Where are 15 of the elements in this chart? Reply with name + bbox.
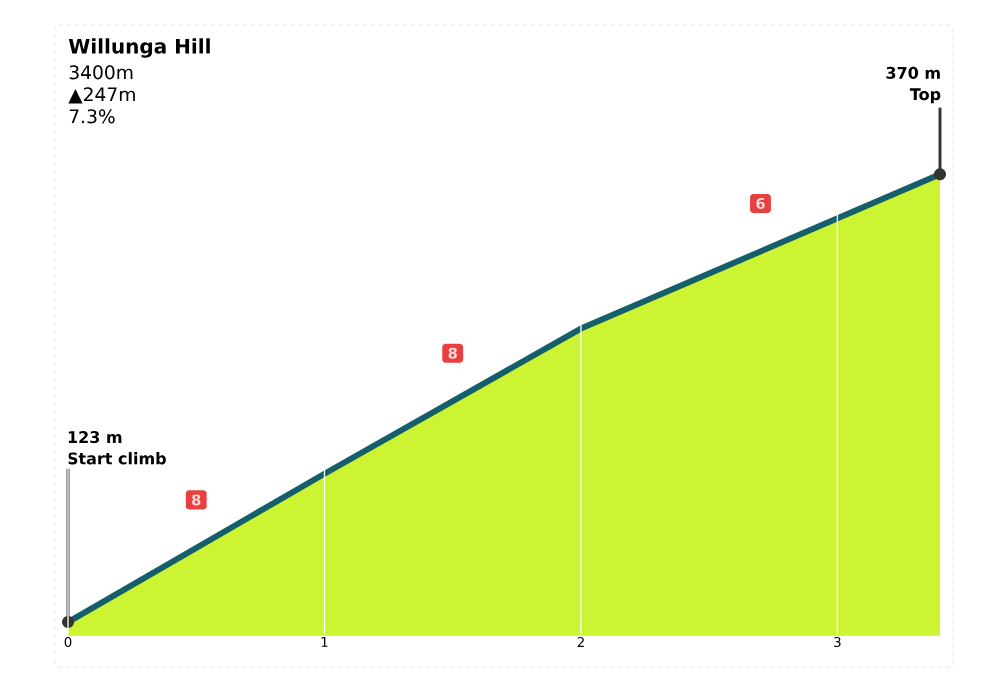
annotation: 8 [192, 494, 201, 506]
x-tick-label: 1 [321, 637, 328, 647]
x-tick-label: 3 [834, 637, 841, 648]
x-tick-label: 2 [577, 637, 584, 647]
annotation: Start climb [68, 452, 166, 465]
annotation: 6 [756, 197, 765, 209]
text: 370 m [886, 66, 940, 79]
text: ▲247m [68, 87, 135, 104]
annotation: 8 [448, 347, 457, 359]
text: 3400m [69, 65, 133, 80]
annotation: 123 m [68, 431, 122, 444]
chart-title: Willunga Hill [68, 38, 210, 58]
text: 7.3% [69, 109, 115, 124]
text: Top [909, 88, 941, 104]
x-tick-label: 0 [64, 637, 72, 648]
